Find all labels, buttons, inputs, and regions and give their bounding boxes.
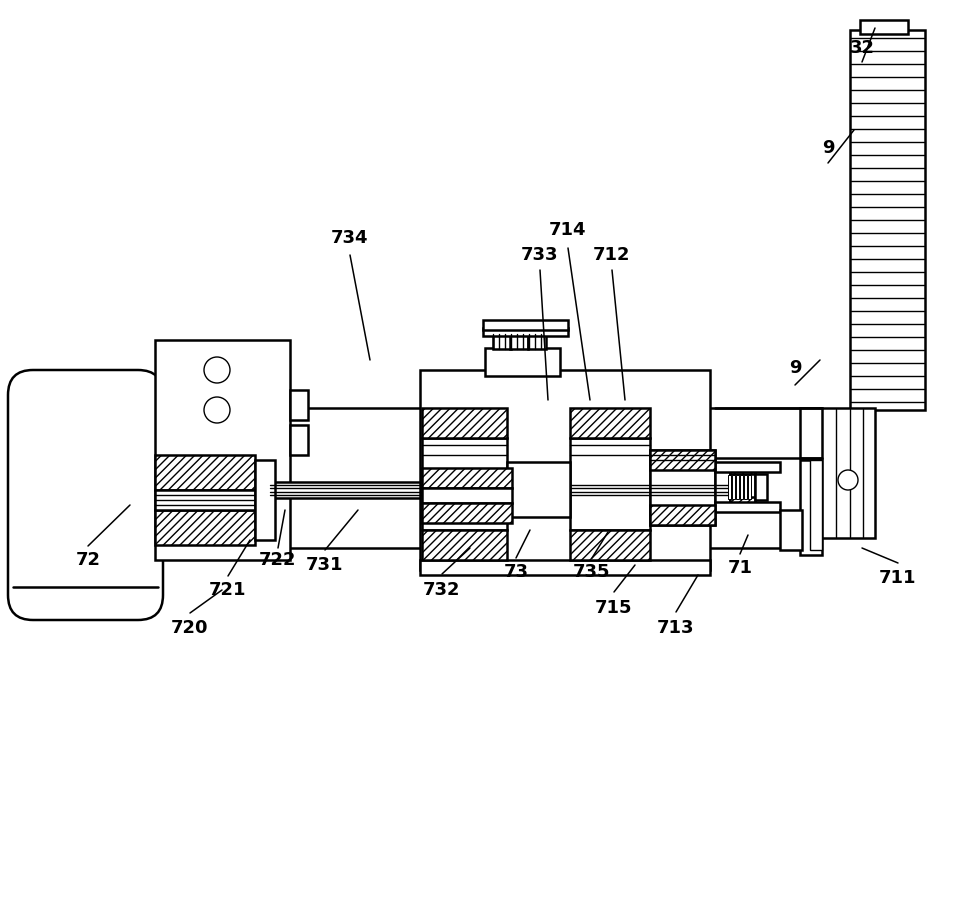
Bar <box>422 488 512 503</box>
Text: 9: 9 <box>788 359 800 377</box>
Bar <box>743 475 746 499</box>
Text: 734: 734 <box>330 229 368 247</box>
Bar <box>527 335 546 349</box>
Bar <box>420 560 709 575</box>
Bar <box>649 450 714 470</box>
Bar <box>492 335 511 349</box>
Bar <box>290 390 308 420</box>
Bar <box>507 462 570 517</box>
Bar <box>570 530 649 560</box>
Bar <box>799 408 821 458</box>
Bar <box>714 502 779 512</box>
Text: 715: 715 <box>595 599 632 617</box>
Bar <box>732 475 735 499</box>
Text: 731: 731 <box>306 556 343 574</box>
Bar <box>155 510 255 545</box>
Bar <box>860 20 907 34</box>
Circle shape <box>837 470 858 490</box>
Bar <box>730 472 754 502</box>
Bar <box>422 503 512 523</box>
Circle shape <box>203 397 230 423</box>
Text: 713: 713 <box>657 619 694 637</box>
Text: 9: 9 <box>821 139 833 157</box>
Bar <box>649 450 714 525</box>
Bar <box>735 475 738 499</box>
Bar <box>728 475 731 499</box>
Bar <box>484 348 559 376</box>
Bar <box>714 462 779 472</box>
Bar <box>290 425 308 455</box>
Text: 733: 733 <box>520 246 558 264</box>
Bar <box>754 474 766 500</box>
Text: 72: 72 <box>76 551 101 569</box>
Bar <box>849 30 924 410</box>
Text: 722: 722 <box>259 551 297 569</box>
FancyBboxPatch shape <box>8 370 163 620</box>
Bar <box>422 438 507 530</box>
Bar <box>649 505 714 525</box>
Text: 714: 714 <box>548 221 586 239</box>
Bar <box>714 470 730 505</box>
Bar <box>483 320 568 330</box>
Text: 32: 32 <box>849 39 874 57</box>
Bar <box>779 510 801 550</box>
Bar <box>483 328 568 336</box>
Text: 711: 711 <box>878 569 916 587</box>
Circle shape <box>203 357 230 383</box>
Bar <box>155 340 290 560</box>
Bar <box>799 460 821 555</box>
Bar <box>422 468 512 488</box>
Bar <box>570 438 649 530</box>
Bar <box>510 335 527 349</box>
Bar <box>739 475 742 499</box>
Bar <box>269 482 730 498</box>
Text: 735: 735 <box>573 563 610 581</box>
Text: 73: 73 <box>503 563 528 581</box>
Bar <box>422 530 507 560</box>
Bar <box>155 490 255 510</box>
Text: 71: 71 <box>727 559 752 577</box>
Text: 721: 721 <box>209 581 246 599</box>
Text: 712: 712 <box>593 246 630 264</box>
Bar <box>255 460 275 540</box>
Bar <box>747 475 750 499</box>
Bar <box>155 455 255 490</box>
Bar <box>422 408 507 438</box>
Text: 720: 720 <box>172 619 208 637</box>
Bar <box>730 468 754 474</box>
Bar <box>809 460 821 550</box>
Bar <box>420 370 709 570</box>
Bar <box>155 408 819 548</box>
Bar <box>570 408 649 438</box>
Bar <box>730 497 754 503</box>
Bar <box>819 408 874 538</box>
Text: 732: 732 <box>422 581 460 599</box>
